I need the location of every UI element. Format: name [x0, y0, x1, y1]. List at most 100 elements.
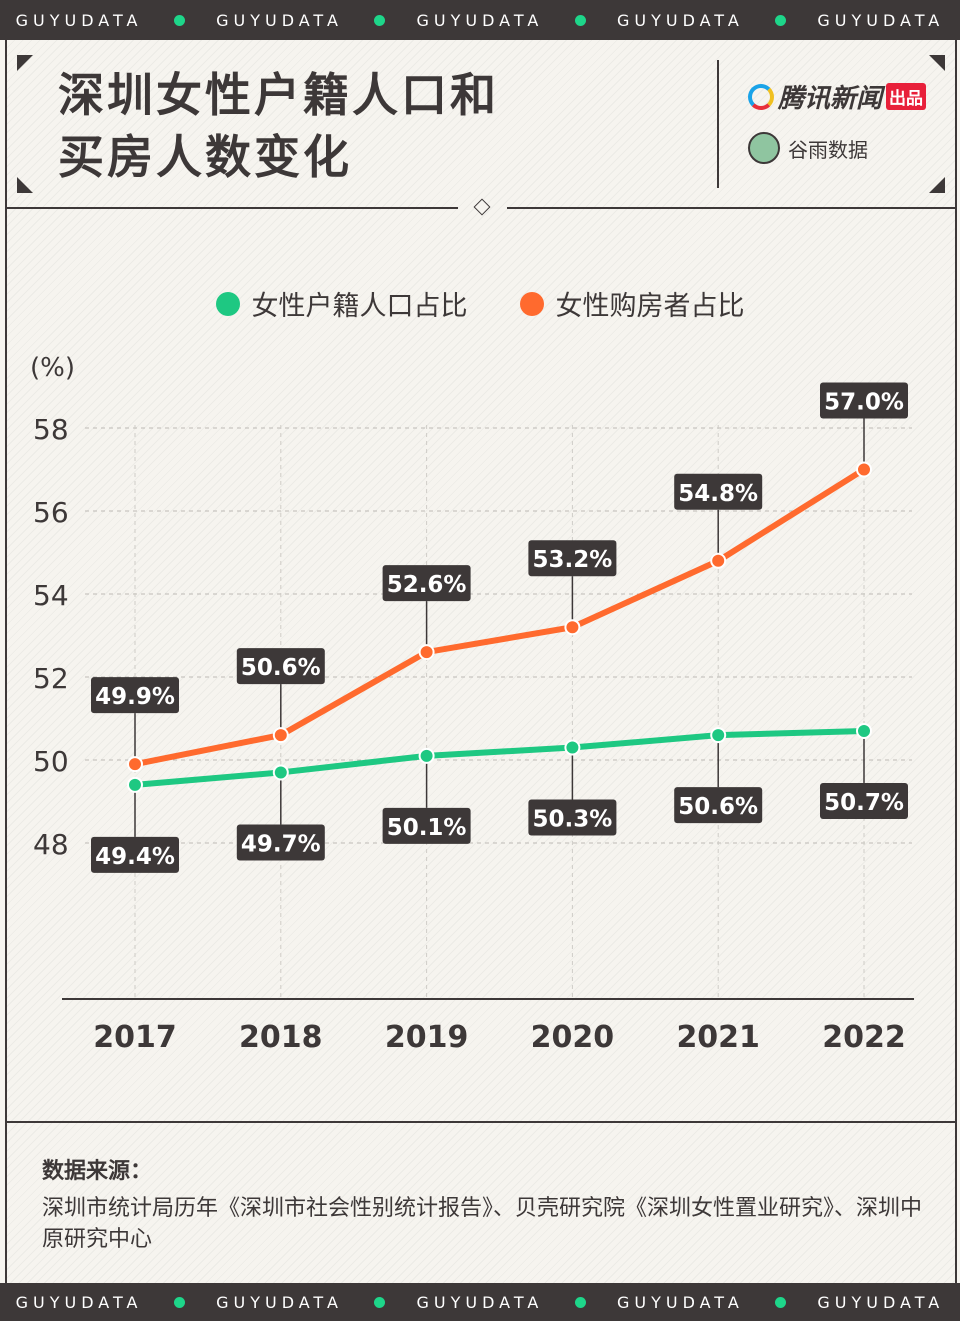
brand-text: GUYUDATA [416, 1292, 544, 1312]
legend-item-orange: 女性购房者占比 [519, 284, 745, 323]
data-point [710, 727, 727, 744]
dot-icon [574, 14, 586, 26]
corner-mark [17, 55, 33, 71]
brand-text: GUYUDATA [817, 10, 945, 30]
corner-mark [929, 177, 945, 193]
data-label-box [382, 807, 471, 844]
data-label-box [91, 836, 179, 873]
data-label: 49.4% [95, 844, 175, 870]
dot-icon [374, 1296, 386, 1308]
data-label-box [528, 540, 617, 577]
top-brand-strip: GUYUDATA GUYUDATA GUYUDATA GUYUDATA GUYUDATA [0, 0, 960, 40]
data-point [710, 552, 727, 569]
source-heading: 数据来源： [42, 1159, 153, 1184]
tencent-logo-icon [748, 83, 774, 110]
y-tick-label: 52 [33, 662, 69, 695]
legend-label: 女性户籍人口占比 [251, 291, 468, 322]
legend-item-green: 女性户籍人口占比 [215, 284, 468, 323]
data-label-box [91, 677, 179, 714]
line-chart: (%) 48 50 52 54 56 58 2017 2018 2019 2020 2021 2022 4… [30, 353, 914, 1055]
x-tick-label: 2020 [531, 1020, 615, 1055]
data-label: 57.0% [824, 390, 904, 416]
brand-text: GUYUDATA [216, 10, 343, 30]
y-tick-label: 58 [33, 413, 69, 446]
x-tick-label: 2018 [239, 1020, 323, 1055]
data-label: 50.7% [824, 790, 904, 816]
data-label-box [236, 648, 325, 685]
y-tick-label: 56 [33, 496, 69, 529]
page-title: 深圳女性户籍人口和 买房人数变化 [58, 64, 499, 188]
bottom-brand-strip: GUYUDATA GUYUDATA GUYUDATA GUYUDATA GUYUDATA [0, 1283, 960, 1321]
dot-icon [775, 1296, 787, 1308]
x-tick-label: 2017 [93, 1020, 177, 1055]
dot-icon [775, 14, 787, 26]
brand-text: GUYUDATA [616, 10, 744, 30]
data-label: 50.1% [387, 815, 467, 841]
data-label-box [820, 782, 908, 819]
x-tick-label: 2021 [676, 1020, 760, 1055]
legend-dot [215, 291, 240, 316]
data-label-box [382, 565, 471, 602]
data-point [564, 739, 581, 756]
data-label-box [528, 799, 617, 836]
data-point [856, 461, 872, 478]
data-label: 49.7% [241, 831, 321, 857]
dot-icon [173, 1296, 185, 1308]
data-label: 49.9% [95, 684, 175, 710]
y-tick-label: 54 [33, 579, 69, 612]
data-point [418, 644, 435, 661]
brand-text: GUYUDATA [216, 1292, 343, 1312]
x-tick-label: 2022 [822, 1020, 906, 1055]
data-label: 50.6% [678, 794, 758, 820]
data-point [272, 764, 289, 781]
tencent-logo-text: 腾讯新闻 [778, 84, 883, 114]
data-label: 50.6% [241, 655, 321, 681]
y-unit-label: (%) [30, 353, 75, 383]
data-point [418, 747, 435, 764]
data-point [564, 619, 581, 636]
guyu-logo: 谷雨数据 [748, 132, 868, 164]
brand-text: GUYUDATA [15, 10, 143, 30]
dot-icon [374, 14, 386, 26]
series-line [134, 727, 865, 788]
brand-text: GUYUDATA [416, 10, 544, 30]
divider [5, 207, 458, 209]
data-label-box [674, 787, 763, 824]
data-point [127, 776, 143, 793]
tencent-news-logo: 腾讯新闻 出品 [748, 78, 927, 115]
card-frame [5, 40, 957, 1283]
data-label-box [236, 824, 325, 861]
data-label: 52.6% [387, 572, 467, 598]
brand-text: GUYUDATA [616, 1292, 744, 1312]
divider [717, 60, 719, 188]
data-label-box [674, 473, 763, 510]
y-tick-label: 48 [33, 828, 69, 861]
data-point [856, 722, 872, 739]
corner-mark [17, 177, 33, 193]
guyu-logo-text: 谷雨数据 [788, 137, 868, 162]
title-line-1: 深圳女性户籍人口和 [58, 68, 499, 122]
guyu-bird-icon [748, 132, 780, 164]
data-point [127, 756, 143, 773]
source-text: 深圳市统计局历年《深圳市社会性别统计报告》、贝壳研究院《深圳女性置业研究》、深圳… [42, 1196, 923, 1252]
title-line-2: 买房人数变化 [58, 130, 352, 184]
corner-mark [929, 55, 945, 71]
dot-icon [574, 1296, 586, 1308]
brand-text: GUYUDATA [817, 1292, 945, 1312]
y-tick-label: 50 [33, 745, 69, 778]
divider [507, 207, 955, 209]
brand-text: GUYUDATA [15, 1292, 143, 1312]
dot-icon [173, 14, 185, 26]
data-label: 53.2% [533, 547, 613, 573]
divider [5, 1121, 955, 1123]
data-label: 50.3% [533, 807, 613, 833]
legend-label: 女性购房者占比 [555, 291, 745, 322]
data-label-box [820, 382, 908, 419]
x-tick-label: 2019 [385, 1020, 469, 1055]
data-point [272, 727, 289, 744]
legend-dot [519, 291, 544, 316]
tencent-badge: 出品 [886, 83, 927, 110]
series-line [134, 466, 866, 768]
chart-legend: 女性户籍人口占比 女性购房者占比 [0, 284, 960, 323]
data-label: 54.8% [678, 481, 758, 507]
